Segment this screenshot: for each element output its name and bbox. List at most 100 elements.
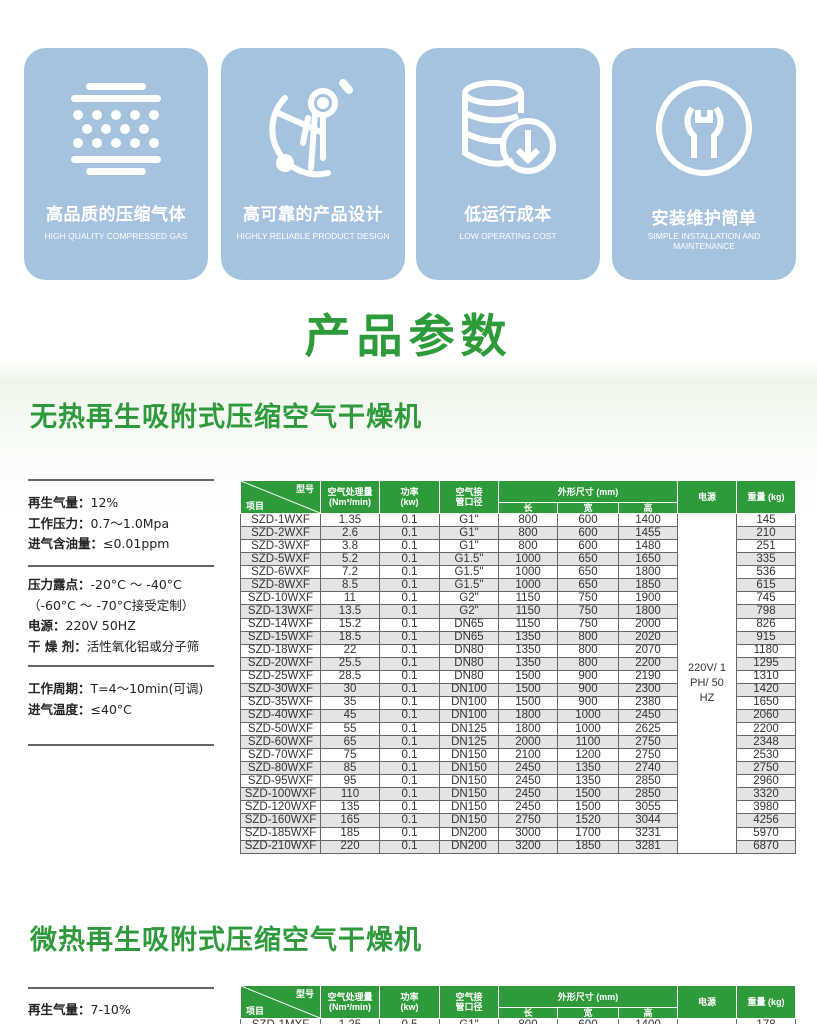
cell-flow: 7.2 <box>320 565 380 580</box>
cell-weight: 2060 <box>736 708 796 724</box>
table-row: SZD-13WXF 13.5 0.1 G2" 1150 750 1800 798 <box>240 604 796 619</box>
header-weight: 重量 (kg) <box>736 480 796 514</box>
design-tools-icon <box>269 79 353 178</box>
cell-model: SZD-20WXF <box>240 656 321 671</box>
feature-card-cost: 低运行成本 LOW OPERATING COST <box>416 48 600 280</box>
cell-weight: 335 <box>736 552 796 567</box>
cell-flow: 13.5 <box>320 604 380 619</box>
cell-length: 800 <box>498 526 558 541</box>
cell-model: SZD-60WXF <box>240 735 321 750</box>
feature-subtitle: LOW OPERATING COST <box>459 231 557 241</box>
divider <box>28 565 214 567</box>
header-item: 项目 <box>246 501 265 511</box>
cell-power-kw: 0.1 <box>379 526 440 541</box>
cell-pipe: G1.5" <box>439 565 499 580</box>
cell-pipe: DN80 <box>439 656 499 671</box>
header-pipe: 空气接 管口径 <box>439 480 499 514</box>
header-model: 型号 <box>295 989 314 999</box>
spec-group-3: 工作周期：T=4～10min(可调) 进气温度：≤40°C <box>28 679 214 720</box>
cell-weight: 1420 <box>736 682 796 697</box>
cell-width: 750 <box>557 604 619 619</box>
cell-pipe: DN80 <box>439 643 499 658</box>
cell-flow: 65 <box>320 735 380 750</box>
cell-weight: 2530 <box>736 748 796 763</box>
table-row: SZD-8WXF 8.5 0.1 G1.5" 1000 650 1850 615 <box>240 578 796 593</box>
cell-model: SZD-5WXF <box>240 552 321 567</box>
cell-model: SZD-14WXF <box>240 617 321 632</box>
cell-weight: 2200 <box>736 721 796 737</box>
cell-width: 1350 <box>557 774 619 789</box>
spec-dew-point: 压力露点：-20°C ～ -40°C <box>28 577 182 592</box>
cell-model: SZD-95WXF <box>240 774 321 789</box>
cell-power-kw: 0.1 <box>379 774 440 789</box>
cell-flow: 25.5 <box>320 656 380 671</box>
cell-height: 2000 <box>618 617 678 632</box>
cell-weight: 745 <box>736 591 796 606</box>
spec-regen-air: 再生气量：12% <box>28 495 119 510</box>
cell-pipe: DN200 <box>439 826 499 841</box>
cell-pipe: DN150 <box>439 761 499 776</box>
cell-model: SZD-100WXF <box>240 787 321 802</box>
cell-width: 650 <box>557 565 619 580</box>
cell-model: SZD-70WXF <box>240 748 321 763</box>
cell-flow: 85 <box>320 761 380 776</box>
cell-width: 900 <box>557 682 619 697</box>
cell-power-kw: 0.1 <box>379 813 440 828</box>
cell-pipe: G1" <box>439 526 499 541</box>
cell-width: 1350 <box>557 761 619 776</box>
header-length: 长 <box>498 1007 558 1019</box>
feature-title: 高可靠的产品设计 <box>243 205 383 225</box>
cell-flow: 1.35 <box>320 512 380 528</box>
table-row: SZD-30WXF 30 0.1 DN100 1500 900 2300 1420 <box>240 682 796 697</box>
cell-power-kw: 0.1 <box>379 761 440 776</box>
feature-card-maintenance: 安装维护简单 SIMPLE INSTALLATION AND MAINTENAN… <box>612 48 796 280</box>
cell-height: 2190 <box>618 669 678 684</box>
cell-flow: 95 <box>320 774 380 789</box>
cell-length: 1000 <box>498 578 558 593</box>
spec-inlet-temp: 进气温度：≤40°C <box>28 701 132 717</box>
cell-flow: 110 <box>320 787 380 802</box>
spec-group-1: 再生气量：12% 工作压力：0.7～1.0Mpa 进气含油量：≤0.01ppm <box>28 493 214 555</box>
header-power-kw: 功率 (kw) <box>379 985 440 1019</box>
cell-height: 2300 <box>618 682 678 697</box>
spec-oil-content: 进气含油量：≤0.01ppm <box>28 536 170 551</box>
divider <box>28 479 214 481</box>
header-supply: 电源 <box>677 480 737 514</box>
cell-model: SZD-40WXF <box>240 708 321 724</box>
table-row: SZD-6WXF 7.2 0.1 G1.5" 1000 650 1800 536 <box>240 565 796 580</box>
cell-flow: 3.8 <box>320 539 380 554</box>
cell-power-kw: 0.5 <box>379 1017 440 1024</box>
cell-pipe: G1.5" <box>439 552 499 567</box>
cell-length: 2450 <box>498 761 558 776</box>
table-row: SZD-35WXF 35 0.1 DN100 1500 900 2380 1650 <box>240 695 796 710</box>
cell-length: 1350 <box>498 656 558 671</box>
header-width: 宽 <box>557 1007 619 1019</box>
cell-flow: 18.5 <box>320 630 380 645</box>
cell-length: 1800 <box>498 721 558 737</box>
cell-model: SZD-13WXF <box>240 604 321 619</box>
cell-width: 1500 <box>557 800 619 815</box>
cell-width: 600 <box>557 539 619 554</box>
cell-pipe: DN80 <box>439 669 499 684</box>
cell-height: 2740 <box>618 761 678 776</box>
cell-supply <box>677 1017 737 1024</box>
cell-flow: 30 <box>320 682 380 697</box>
cell-height: 2750 <box>618 748 678 763</box>
cell-length: 3000 <box>498 826 558 841</box>
cell-weight: 178 <box>736 1017 796 1024</box>
cell-width: 600 <box>557 526 619 541</box>
cell-length: 2450 <box>498 774 558 789</box>
coins-down-icon <box>462 80 556 174</box>
cell-weight: 798 <box>736 604 796 619</box>
cell-height: 2070 <box>618 643 678 658</box>
wrench-icon <box>656 80 752 176</box>
cell-length: 1150 <box>498 591 558 606</box>
cell-height: 3281 <box>618 839 678 854</box>
cell-width: 600 <box>557 1017 619 1024</box>
cell-width: 600 <box>557 512 619 528</box>
cell-pipe: DN100 <box>439 695 499 710</box>
cell-height: 1455 <box>618 526 678 541</box>
cell-pipe: DN125 <box>439 721 499 737</box>
cell-weight: 615 <box>736 578 796 593</box>
cell-length: 3200 <box>498 839 558 854</box>
